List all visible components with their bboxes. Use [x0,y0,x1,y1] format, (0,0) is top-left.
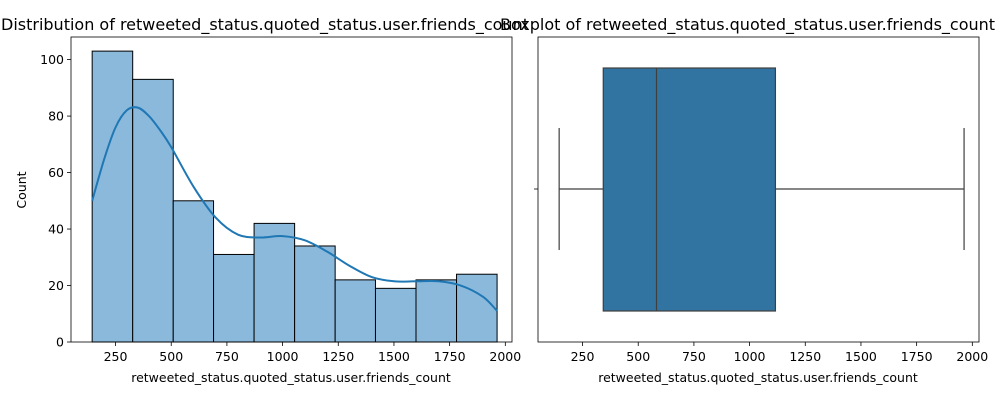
histogram-x-tick-label: 2000 [489,349,521,364]
boxplot-box [602,67,777,312]
histogram-x-tick-label: 250 [104,349,128,364]
histogram-chart: Distribution of retweeted_status.quoted_… [1,15,529,385]
boxplot-x-label: retweeted_status.quoted_status.user.frie… [598,370,918,385]
histogram-bar [294,245,336,343]
histogram-plot-area [70,36,513,343]
histogram-title: Distribution of retweeted_status.quoted_… [1,15,529,35]
boxplot-plot-area [537,36,980,343]
histogram-x-tick-label: 750 [215,349,239,364]
histogram-bars [91,50,498,343]
histogram-y-tick-label: 100 [40,52,64,67]
histogram-bar [456,273,498,343]
histogram-bar [415,279,458,343]
histogram-x-label: retweeted_status.quoted_status.user.frie… [131,370,451,385]
boxplot-x-tick-label: 1250 [789,349,821,364]
boxplot-x-tick-label: 1750 [901,349,933,364]
histogram-y-ticks: 0 20 40 60 80 100 [40,52,71,350]
boxplot [558,67,965,312]
boxplot-x-ticks: 250 500 750 1000 1250 1500 1750 2000 [571,342,988,364]
boxplot-x-tick-label: 2000 [956,349,988,364]
histogram-bar [91,50,134,343]
histogram-bar [132,78,174,343]
boxplot-x-tick-label: 500 [626,349,650,364]
histogram-bar [334,279,376,343]
histogram-x-ticks: 250 500 750 1000 1250 1500 1750 2000 [104,342,521,364]
boxplot-x-tick-label: 1000 [734,349,766,364]
histogram-bar [253,222,296,343]
histogram-x-tick-label: 1000 [267,349,299,364]
boxplot-x-tick-label: 250 [571,349,595,364]
histogram-y-tick-label: 60 [48,165,64,180]
histogram-y-label: Count [14,171,29,208]
histogram-y-tick-label: 40 [48,222,64,237]
histogram-y-tick-label: 0 [56,335,64,350]
boxplot-chart: 250 500 750 1000 1250 1500 1750 2000 retweeted_… [500,15,995,385]
boxplot-title: Boxplot of retweeted_status.quoted_statu… [500,15,995,35]
histogram-x-tick-label: 500 [159,349,183,364]
histogram-bar [213,253,255,343]
kde-curve [91,106,498,312]
histogram-bar [172,200,215,343]
histogram-bar [374,287,417,343]
histogram-x-tick-label: 1250 [322,349,354,364]
histogram-x-tick-label: 1750 [434,349,466,364]
histogram-x-tick-label: 1500 [378,349,410,364]
histogram-y-tick-label: 20 [48,278,64,293]
histogram-y-tick-label: 80 [48,109,64,124]
boxplot-x-tick-label: 750 [682,349,706,364]
boxplot-x-tick-label: 1500 [845,349,877,364]
